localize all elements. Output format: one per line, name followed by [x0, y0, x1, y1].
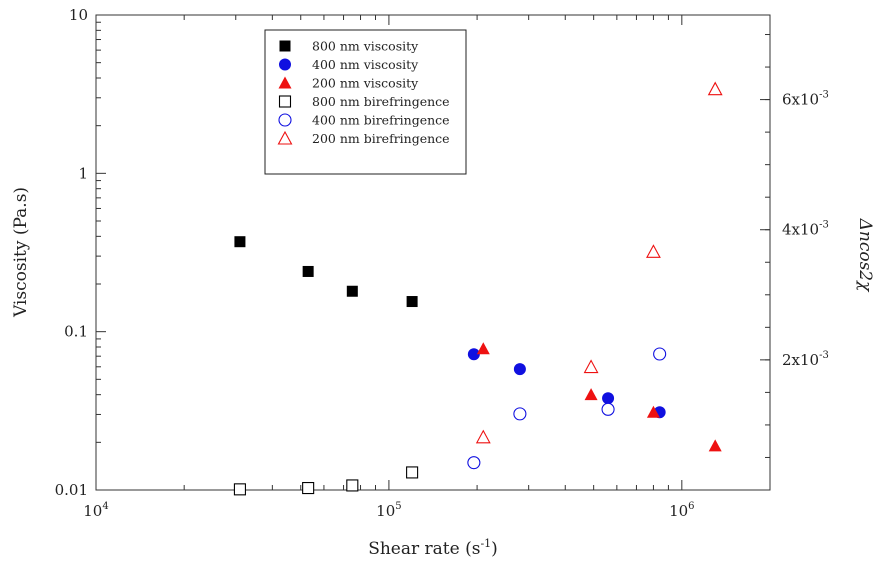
data-point — [653, 347, 667, 361]
data-point — [707, 81, 723, 96]
y-tick-label: 0.01 — [55, 481, 88, 499]
data-point — [346, 479, 359, 492]
series-400-nm-viscosity — [467, 348, 666, 419]
legend-box — [264, 29, 467, 175]
y2-tick-label: 6x10-3 — [782, 90, 829, 109]
series-400-nm-birefringence — [467, 347, 667, 470]
data-point — [302, 265, 314, 277]
x-tick-label: 106 — [669, 501, 694, 520]
data-point — [583, 359, 599, 374]
data-points — [233, 81, 723, 496]
data-point — [234, 236, 246, 248]
y-tick-label: 0.1 — [64, 323, 88, 341]
legend-marker — [278, 113, 292, 127]
y2-tick-label: 4x10-3 — [782, 220, 829, 239]
legend-label: 800 nm birefringence — [312, 94, 450, 109]
legend-label: 400 nm birefringence — [312, 113, 450, 128]
legend-marker — [278, 95, 292, 108]
data-point — [467, 348, 480, 361]
data-point — [476, 342, 490, 355]
y2-axis-label: Δncos2χ — [855, 218, 875, 294]
y2-tick-label: 2x10-3 — [782, 350, 829, 369]
data-point — [467, 456, 481, 470]
data-point — [584, 388, 598, 401]
legend-marker — [277, 130, 293, 145]
data-point — [513, 363, 526, 376]
y-tick-labels: 0.01 0.1 1 10 — [55, 6, 88, 499]
legend-label: 400 nm viscosity — [312, 57, 419, 72]
legend: 800 nm viscosity 400 nm viscosity 200 nm v… — [264, 29, 467, 175]
y-axis-label: Viscosity (Pa.s) — [11, 187, 31, 318]
y-tick-label: 10 — [69, 6, 88, 24]
legend-label: 800 nm viscosity — [312, 39, 419, 54]
legend-marker — [279, 58, 291, 71]
x-axis-label: Shear rate (s-1) — [368, 537, 498, 559]
major-ticks — [95, 14, 770, 491]
series-200-nm-birefringence — [475, 81, 723, 444]
legend-marker — [279, 40, 291, 52]
y-tick-label: 1 — [78, 164, 88, 182]
data-point — [346, 285, 358, 297]
series-800-nm-viscosity — [234, 236, 418, 308]
data-point — [406, 296, 418, 308]
plot-frame — [95, 14, 771, 491]
legend-marker — [278, 76, 292, 89]
data-point — [646, 244, 661, 258]
legend-label: 200 nm birefringence — [312, 131, 450, 146]
data-point — [646, 405, 660, 418]
data-point — [602, 392, 615, 405]
data-point — [475, 429, 491, 444]
x-tick-label: 105 — [376, 501, 401, 520]
y2-tick-labels: 2x10-3 4x10-3 6x10-3 — [782, 90, 829, 369]
data-point — [601, 402, 615, 416]
x-tick-label: 104 — [83, 501, 108, 520]
data-point — [708, 439, 722, 452]
data-point — [513, 407, 527, 421]
x-tick-labels: 104 105 106 — [83, 501, 694, 520]
legend-label: 200 nm viscosity — [312, 76, 419, 91]
series-800-nm-birefringence — [233, 466, 419, 496]
data-point — [233, 483, 246, 496]
data-point — [406, 466, 419, 479]
series-200-nm-viscosity — [476, 342, 722, 452]
minor-ticks — [96, 15, 771, 490]
data-point — [302, 481, 315, 495]
